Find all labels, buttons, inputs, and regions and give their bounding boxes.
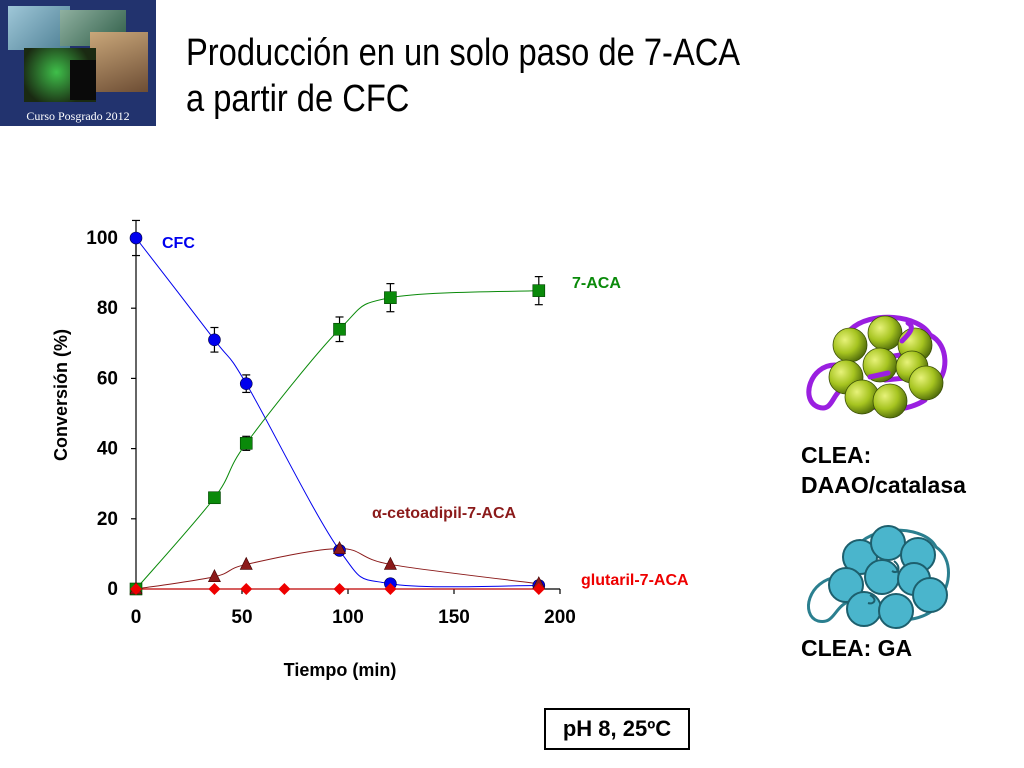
data-point-glutaril-7-aca: [532, 583, 545, 595]
x-tick-label: 0: [131, 607, 142, 628]
series-label-glutaril-7-aca: glutaril-7-ACA: [581, 572, 689, 589]
y-tick-label: 100: [86, 228, 118, 249]
logo-image-dark: [70, 60, 96, 100]
data-point-cfc: [129, 231, 143, 245]
series-label-7-aca: 7-ACA: [572, 275, 621, 292]
logo-image-molecule: [8, 6, 70, 50]
reaction-conditions-box: pH 8, 25ºC: [544, 708, 690, 750]
series-line-7-aca: [135, 290, 539, 590]
x-tick-label: 100: [332, 607, 364, 628]
chart-markers: [129, 231, 546, 596]
data-point-glutaril-7-aca: [333, 583, 346, 595]
data-point-7-aca: [239, 437, 253, 450]
y-tick-label: 80: [97, 298, 118, 319]
y-tick-label: 60: [97, 368, 118, 389]
slide-title-line-2: a partir de CFC: [186, 78, 410, 120]
data-point-7-aca: [333, 322, 346, 336]
data-point-glutaril-7-aca: [130, 583, 142, 595]
course-logo: Curso Posgrado 2012: [0, 0, 156, 126]
y-tick-label: 40: [97, 439, 118, 460]
data-point-cetoadipil-7-aca: [207, 569, 221, 583]
data-point-cetoadipil-7-aca: [239, 556, 253, 570]
data-point-cfc: [208, 333, 221, 347]
x-tick-label: 150: [438, 607, 470, 628]
chart-axes: 0 20 40 60 80 100 0 50 100 150 200 Tiempo (min) Conv…: [51, 228, 576, 680]
data-point-7-aca: [384, 291, 397, 304]
y-axis-title: Conversión (%): [51, 329, 71, 461]
chart-labels: CFC 7-ACA α-cetoadipil-7-ACA glutaril-7-ACA: [162, 235, 689, 589]
data-point-7-aca: [208, 491, 221, 505]
clea-ga-illustration: [807, 525, 950, 629]
data-point-cfc: [239, 377, 253, 390]
data-point-glutaril-7-aca: [384, 583, 397, 595]
chart-curves: [135, 237, 539, 590]
x-axis-title: Tiempo (min): [284, 660, 397, 680]
x-tick-label: 200: [544, 607, 576, 628]
y-tick-label: 20: [97, 509, 118, 530]
data-point-cetoadipil-7-aca: [333, 540, 347, 554]
logo-caption: Curso Posgrado 2012: [26, 109, 130, 123]
y-tick-label: 0: [107, 579, 118, 600]
data-point-glutaril-7-aca: [240, 583, 253, 595]
data-point-7-aca: [532, 284, 546, 297]
data-point-glutaril-7-aca: [278, 583, 291, 595]
clea-daao-catalase-illustration: [806, 314, 948, 419]
x-tick-label: 50: [231, 607, 252, 628]
clea-daao-catalase-label-line-1: CLEA:: [801, 442, 872, 468]
clea-ga-label: CLEA: GA: [801, 635, 913, 661]
series-label-cetoadipil-7-aca: α-cetoadipil-7-ACA: [372, 505, 517, 522]
slide-title: Producción en un solo paso de 7-ACA a pa…: [186, 30, 740, 122]
series-label-cfc: CFC: [162, 235, 195, 252]
data-point-cetoadipil-7-aca: [383, 556, 397, 570]
clea-daao-catalase-label-line-2: DAAO/catalasa: [801, 472, 966, 498]
slide-title-line-1: Producción en un solo paso de 7-ACA: [186, 32, 741, 74]
clea-daao-catalase-label: CLEA: DAAO/catalasa: [801, 440, 966, 500]
series-line-cfc: [135, 237, 539, 588]
data-point-glutaril-7-aca: [208, 583, 221, 595]
logo-image-flasks: [90, 32, 148, 92]
chart-error-bars: [132, 219, 543, 555]
